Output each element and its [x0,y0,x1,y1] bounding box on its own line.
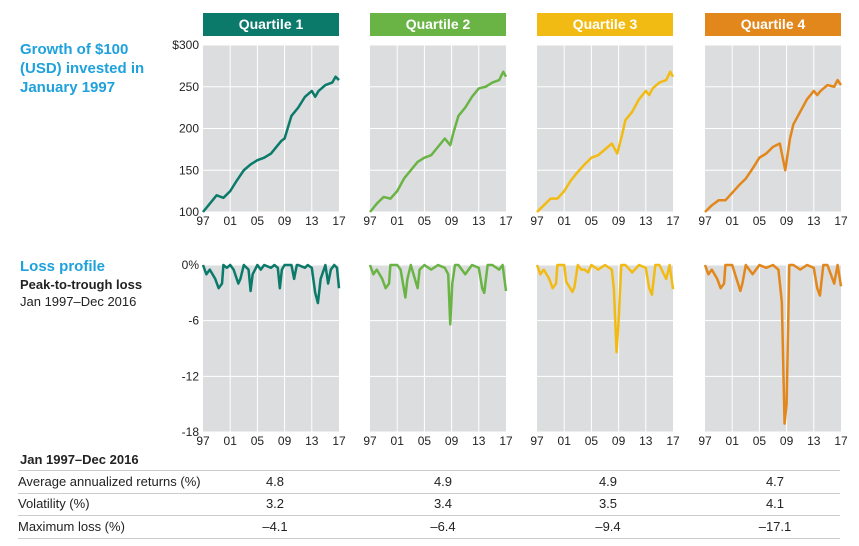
x-tick-label: 09 [445,434,459,448]
x-tick-label: 97 [363,434,377,448]
y-tick-label: 100 [179,205,199,219]
cell: –4.1 [262,519,288,534]
cell: 3.2 [265,496,285,511]
x-tick-label: 05 [585,214,599,228]
cell: 3.5 [598,496,618,511]
y-tick-label: 150 [179,163,199,177]
x-tick-label: 97 [363,214,377,228]
x-tick-label: 01 [224,214,238,228]
loss-subtitle: Peak-to-trough loss [20,277,143,292]
series-line-quartile-2 [369,70,508,213]
x-tick-label: 01 [558,434,572,448]
x-tick-label: 13 [807,434,821,448]
x-tick-label: 01 [558,214,572,228]
series-line-quartile-3 [535,263,675,354]
x-tick-label: 13 [472,434,486,448]
cell: –6.4 [430,519,456,534]
x-tick-label: 97 [530,434,544,448]
y-tick-label: -12 [182,369,200,383]
quartile-1-header: Quartile 1 [203,13,339,36]
cell: 4.1 [765,496,785,511]
x-tick-label: 09 [278,434,292,448]
x-tick-label: 09 [612,434,626,448]
series-line-quartile-4 [703,263,843,425]
loss-title: Loss profile [20,258,106,275]
x-tick-label: 97 [196,214,210,228]
y-tick-label: 0% [182,258,200,272]
x-tick-label: 13 [305,434,319,448]
x-tick-label: 17 [834,214,848,228]
cell: 3.4 [433,496,453,511]
loss-period: Jan 1997–Dec 2016 [20,294,137,309]
table-row: Maximum loss (%) –4.1 –6.4 –9.4 –17.1 [18,516,840,539]
y-tick-label: 200 [179,122,199,136]
x-tick-label: 05 [753,434,767,448]
cell: –17.1 [758,519,792,534]
x-tick-label: 17 [666,434,680,448]
x-tick-label: 09 [278,214,292,228]
x-tick-label: 05 [418,214,432,228]
cell: –9.4 [595,519,621,534]
x-tick-label: 17 [499,434,513,448]
cell: 4.8 [265,474,285,489]
x-tick-label: 09 [780,214,794,228]
table-period: Jan 1997–Dec 2016 [20,452,139,467]
x-tick-label: 13 [305,214,319,228]
cell: 4.9 [598,474,618,489]
x-tick-label: 09 [612,214,626,228]
table-row: Average annualized returns (%) 4.8 4.9 4… [18,470,840,494]
x-tick-label: 01 [726,214,740,228]
series-line-quartile-1 [202,75,340,213]
x-tick-label: 97 [196,434,210,448]
x-tick-label: 17 [332,214,346,228]
series-line-quartile-4 [704,78,843,213]
x-tick-label: 97 [698,434,712,448]
x-tick-label: 17 [666,214,680,228]
y-tick-label: 250 [179,80,199,94]
x-tick-label: 17 [332,434,346,448]
x-tick-label: 13 [807,214,821,228]
table-row: Volatility (%) 3.2 3.4 3.5 4.1 [18,493,840,516]
quartile-2-header: Quartile 2 [370,13,506,36]
row-label: Maximum loss (%) [18,519,125,534]
x-tick-label: 01 [224,434,238,448]
x-tick-label: 97 [530,214,544,228]
row-label: Volatility (%) [18,496,90,511]
y-tick-label: -6 [188,314,199,328]
y-tick-label: $300 [172,38,199,52]
x-tick-label: 13 [639,434,653,448]
row-label: Average annualized returns (%) [18,474,201,489]
x-tick-label: 17 [499,214,513,228]
series-line-quartile-2 [368,263,508,326]
x-tick-label: 05 [251,434,265,448]
x-tick-label: 09 [780,434,794,448]
quartile-3-header: Quartile 3 [537,13,673,36]
x-tick-label: 05 [418,434,432,448]
x-tick-label: 01 [391,214,405,228]
series-line-quartile-1 [201,263,341,305]
growth-title: Growth of $100 (USD) invested in January… [20,41,145,96]
x-tick-label: 97 [698,214,712,228]
x-tick-label: 05 [585,434,599,448]
x-tick-label: 05 [753,214,767,228]
x-tick-label: 05 [251,214,265,228]
cell: 4.9 [433,474,453,489]
x-tick-label: 17 [834,434,848,448]
x-tick-label: 01 [391,434,405,448]
x-tick-label: 13 [472,214,486,228]
y-tick-label: -18 [182,425,200,439]
x-tick-label: 01 [726,434,740,448]
quartile-4-header: Quartile 4 [705,13,841,36]
series-line-quartile-3 [536,70,675,213]
x-tick-label: 13 [639,214,653,228]
cell: 4.7 [765,474,785,489]
x-tick-label: 09 [445,214,459,228]
